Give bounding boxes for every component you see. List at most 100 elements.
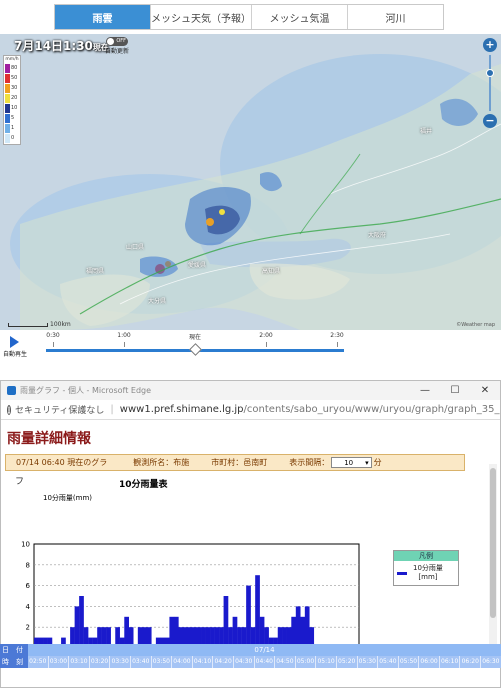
auto-refresh-label: 自動更新	[104, 48, 129, 55]
rain-bar	[182, 627, 188, 648]
rain-legend-label: 50	[11, 75, 18, 81]
rain-bar	[214, 627, 220, 648]
rain-bar	[137, 627, 143, 648]
rain-bar	[268, 637, 274, 648]
map-label-fukuoka: 福岡県	[86, 268, 105, 275]
y-tick-label: 6	[26, 582, 31, 590]
map-datetime-value: 7月14日1:30	[14, 39, 93, 53]
rain-bar	[178, 627, 184, 648]
rain-bar	[146, 627, 152, 648]
page-content: 雨量詳細情報 07/14 06:40 現在のグラ 観測所名：布施 市町村：邑南町…	[1, 420, 500, 687]
zoom-out-button[interactable]: −	[483, 114, 497, 128]
window-controls: — ☐ ✕	[410, 381, 500, 400]
zoom-slider-track[interactable]	[486, 55, 494, 111]
time-cell: 04:40	[254, 656, 276, 668]
rain-bar	[304, 606, 310, 648]
legend-text: 10分雨量 [mm]	[413, 564, 443, 582]
address-bar[interactable]: i セキュリティ保護なし | www1.pref.shimane.lg.jp/c…	[1, 400, 500, 420]
rain-legend-row: 80	[5, 63, 19, 73]
tab-mesh-weather-forecast[interactable]: メッシュ天気（予報）	[151, 5, 252, 29]
rain-legend-unit: mm/h	[5, 57, 19, 62]
chart-y-axis-label: 10分雨量(mm)	[43, 494, 93, 502]
tab-river[interactable]: 河川	[348, 5, 443, 29]
time-cell: 06:30	[481, 656, 501, 668]
minimize-button[interactable]: —	[420, 385, 430, 396]
timeline-tick	[266, 342, 267, 347]
rain-bar	[38, 637, 44, 648]
y-tick-label: 2	[26, 624, 30, 632]
time-cell: 05:40	[378, 656, 399, 668]
browser-window: 雨量グラフ - 個人 - Microsoft Edge — ☐ ✕ i セキュリ…	[0, 380, 501, 688]
rain-legend-swatch	[5, 113, 10, 123]
time-cell: 04:10	[192, 656, 214, 668]
rain-bar	[92, 637, 98, 648]
rain-bar	[34, 637, 39, 648]
rain-legend-swatch	[5, 93, 10, 103]
legend-unit: [mm]	[418, 573, 438, 581]
time-cell: 05:50	[398, 656, 420, 668]
rain-bar	[250, 627, 256, 648]
tab-rain-cloud[interactable]: 雨雲	[55, 5, 151, 29]
chart-legend: 凡例 10分雨量 [mm]	[393, 550, 459, 586]
time-cell: 03:30	[110, 656, 131, 668]
date-row: 日 付 07/14	[0, 644, 501, 656]
rain-legend-label: 30	[11, 85, 18, 91]
rain-bar	[232, 616, 238, 648]
rain-bar	[300, 616, 306, 648]
chevron-down-icon: ▾	[365, 458, 369, 467]
truncated-text: フ	[15, 477, 25, 487]
scale-bar	[8, 322, 48, 327]
scale-label: 100km	[50, 321, 71, 328]
time-slider: 自動再生 0:30 1:00 現在 2:00 2:30	[0, 330, 501, 360]
rain-bar	[309, 627, 315, 648]
auto-refresh[interactable]: OFF 自動更新	[102, 37, 132, 55]
rain-bar	[210, 627, 215, 648]
time-cell: 05:10	[316, 656, 337, 668]
rain-bar	[164, 637, 170, 648]
page-scrollbar[interactable]	[489, 464, 497, 664]
tab-mesh-temperature[interactable]: メッシュ気温	[252, 5, 348, 29]
map-datetime-suffix: 現在	[92, 43, 109, 52]
rain-legend-label: 5	[11, 115, 15, 121]
maximize-button[interactable]: ☐	[450, 385, 460, 396]
security-status[interactable]: セキュリティ保護なし	[14, 406, 105, 416]
rain-radar-map[interactable]: 福井 大阪府 高知県 愛媛県 山口県 大分県 福岡県 7月14日1:30現在 O…	[0, 34, 501, 330]
layer-tabs: 雨雲 メッシュ天気（予報） メッシュ気温 河川	[54, 4, 444, 30]
zoom-control: + −	[483, 38, 497, 134]
info-icon[interactable]: i	[7, 404, 11, 415]
play-label: 自動再生	[3, 351, 28, 358]
y-tick-label: 4	[26, 603, 31, 611]
rain-legend-label: 80	[11, 65, 18, 71]
timeline-label: 1:00	[117, 332, 131, 339]
play-icon[interactable]	[10, 336, 19, 348]
rain-legend-swatch	[5, 83, 10, 93]
rain-bar	[142, 627, 148, 648]
rain-bar	[219, 627, 224, 648]
zoom-slider-handle[interactable]	[486, 69, 494, 77]
rain-legend-swatch	[5, 73, 10, 83]
rain-bar	[155, 637, 161, 648]
separator	[0, 366, 501, 380]
time-cell: 03:20	[89, 656, 111, 668]
close-button[interactable]: ✕	[480, 385, 490, 396]
rain-bar	[79, 596, 84, 648]
timeline-label-now: 現在	[188, 334, 202, 341]
auto-refresh-toggle[interactable]: OFF	[106, 37, 128, 46]
time-cell: 06:00	[419, 656, 440, 668]
rain-bar	[74, 606, 80, 648]
map-label-fukui: 福井	[420, 128, 433, 135]
rain-legend-row: 5	[5, 113, 19, 123]
map-label-kochi: 高知県	[262, 268, 281, 275]
rain-bar	[264, 627, 269, 648]
interval-select[interactable]: 10 ▾	[331, 457, 372, 468]
timeline-handle[interactable]	[189, 343, 202, 356]
interval-label: 表示間隔：	[289, 458, 330, 467]
address-separator: |	[110, 404, 114, 415]
timeline-tick	[124, 342, 125, 347]
y-tick-label: 8	[26, 561, 30, 569]
scrollbar-thumb[interactable]	[490, 468, 496, 618]
rain-bar	[106, 627, 111, 648]
map-label-yamaguchi: 山口県	[126, 244, 145, 251]
zoom-in-button[interactable]: +	[483, 38, 497, 52]
chart-title: 10分雨量表	[119, 480, 168, 490]
